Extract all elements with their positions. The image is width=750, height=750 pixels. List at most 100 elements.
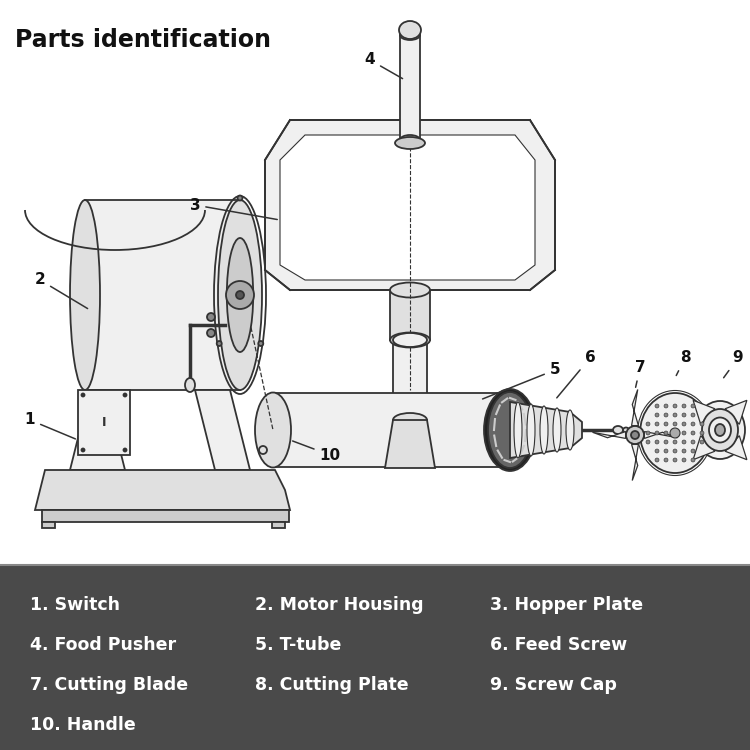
Ellipse shape [673,422,677,426]
Ellipse shape [664,440,668,444]
Ellipse shape [631,431,639,439]
Text: 1: 1 [25,413,76,439]
Text: 9. Screw Cap: 9. Screw Cap [490,676,616,694]
Text: 7. Cutting Blade: 7. Cutting Blade [30,676,188,694]
Ellipse shape [682,422,686,426]
Ellipse shape [682,458,686,462]
Ellipse shape [218,200,262,390]
Ellipse shape [700,422,704,426]
Ellipse shape [217,341,222,346]
Text: 1. Switch: 1. Switch [30,596,120,614]
Ellipse shape [82,394,85,397]
Ellipse shape [484,389,536,471]
Bar [400,35,420,140]
Ellipse shape [527,404,535,456]
Ellipse shape [682,440,686,444]
Ellipse shape [664,458,668,462]
Ellipse shape [399,21,421,39]
Polygon shape [272,522,285,528]
Bar [0,565,750,750]
Ellipse shape [82,448,85,452]
Ellipse shape [255,392,291,467]
Text: 3: 3 [190,197,278,220]
Ellipse shape [664,413,668,417]
Text: 5. T-tube: 5. T-tube [255,636,341,654]
Ellipse shape [691,440,695,444]
Text: 2: 2 [34,272,88,308]
Ellipse shape [682,413,686,417]
Polygon shape [42,522,55,528]
Polygon shape [693,400,715,424]
Ellipse shape [393,413,427,427]
Ellipse shape [691,458,695,462]
Ellipse shape [400,30,420,40]
Ellipse shape [514,402,522,458]
Text: 6: 6 [556,350,596,398]
Ellipse shape [691,449,695,453]
Ellipse shape [655,449,659,453]
Polygon shape [725,436,747,460]
Ellipse shape [646,422,650,426]
Text: 4. Food Pusher: 4. Food Pusher [30,636,176,654]
Polygon shape [273,393,510,467]
Ellipse shape [258,341,263,346]
Polygon shape [280,135,535,280]
Ellipse shape [124,448,127,452]
Ellipse shape [691,404,695,408]
Ellipse shape [673,440,677,444]
Polygon shape [510,402,582,458]
Ellipse shape [207,313,215,321]
Polygon shape [632,389,638,425]
Ellipse shape [655,422,659,426]
Polygon shape [390,290,430,340]
Polygon shape [35,470,290,510]
Ellipse shape [691,413,695,417]
Ellipse shape [673,458,677,462]
Ellipse shape [185,378,195,392]
Polygon shape [385,420,435,468]
Ellipse shape [702,409,738,451]
Ellipse shape [553,408,561,452]
Bar [42,510,289,522]
Text: 3. Hopper Plate: 3. Hopper Plate [490,596,643,614]
Ellipse shape [673,449,677,453]
Ellipse shape [673,431,677,435]
Text: 8. Cutting Plate: 8. Cutting Plate [255,676,409,694]
Ellipse shape [566,410,574,450]
Ellipse shape [646,431,650,435]
Ellipse shape [124,394,127,397]
Ellipse shape [664,449,668,453]
Ellipse shape [613,426,623,434]
Polygon shape [265,120,555,290]
Polygon shape [632,445,638,481]
Ellipse shape [673,413,677,417]
Polygon shape [693,436,715,460]
Ellipse shape [664,431,668,435]
Ellipse shape [646,440,650,444]
Ellipse shape [709,418,731,442]
Ellipse shape [488,392,532,468]
Ellipse shape [695,401,745,459]
Text: 9: 9 [724,350,743,378]
Ellipse shape [393,333,427,347]
Text: 8: 8 [676,350,690,376]
Text: 10: 10 [292,441,340,463]
Polygon shape [70,390,125,470]
Ellipse shape [207,329,215,337]
Ellipse shape [691,431,695,435]
Text: I: I [102,416,106,428]
Ellipse shape [623,427,629,433]
Ellipse shape [626,426,644,444]
Ellipse shape [259,446,267,454]
Polygon shape [644,431,677,439]
Ellipse shape [655,440,659,444]
Text: 5: 5 [482,362,560,399]
Ellipse shape [655,431,659,435]
Ellipse shape [670,428,680,438]
Ellipse shape [70,200,100,390]
Ellipse shape [540,406,548,454]
Ellipse shape [655,404,659,408]
Text: 6. Feed Screw: 6. Feed Screw [490,636,627,654]
Bar [393,340,427,420]
Polygon shape [85,200,240,390]
